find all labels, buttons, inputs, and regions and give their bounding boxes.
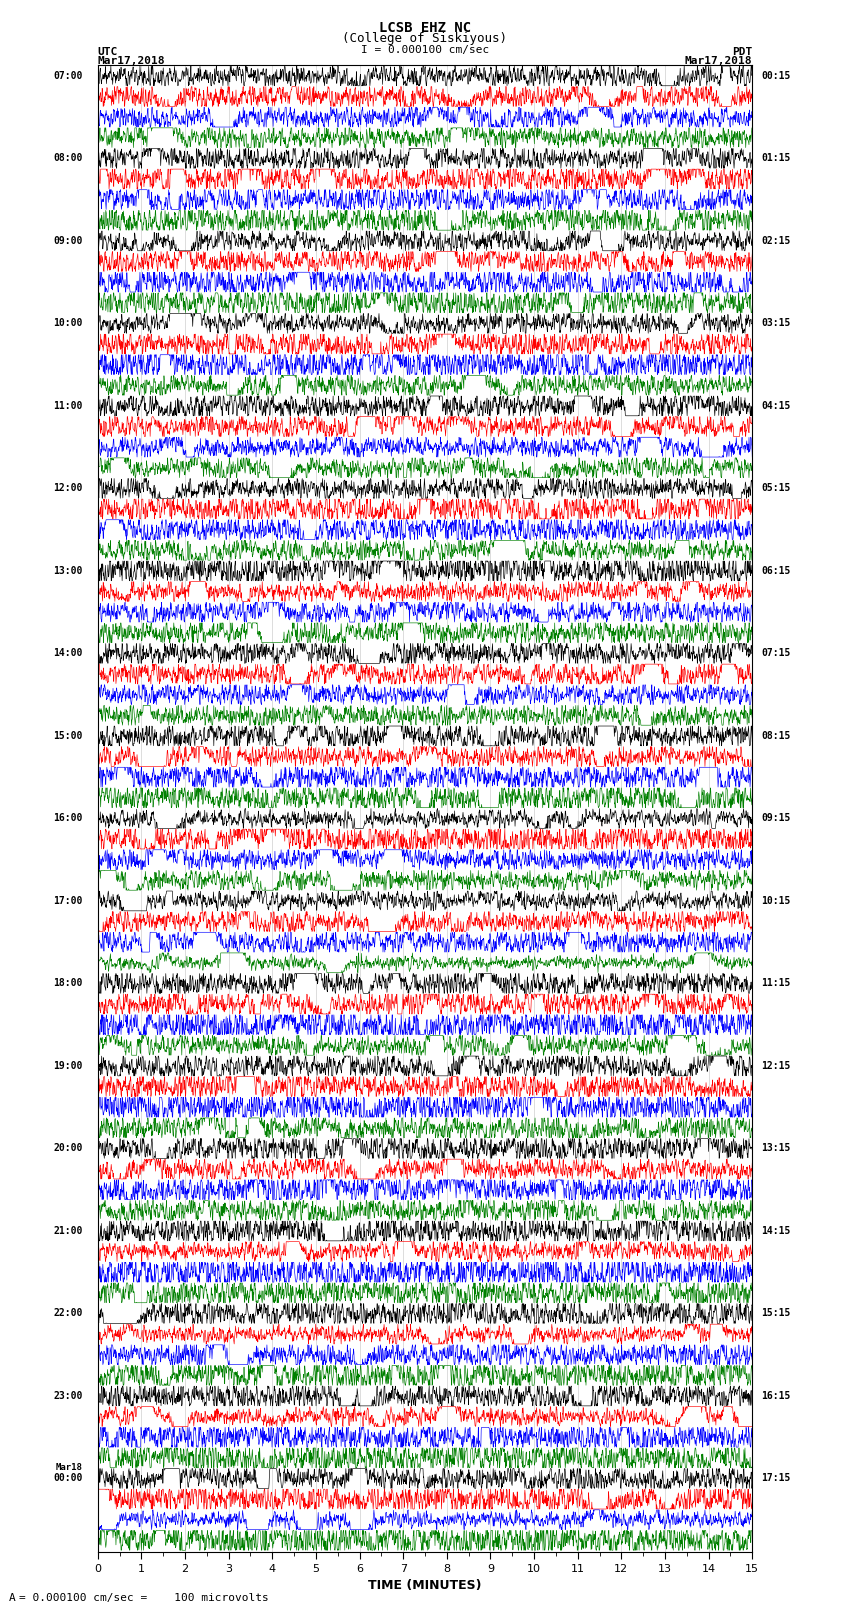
Text: 07:00: 07:00	[53, 71, 82, 81]
Text: 03:15: 03:15	[761, 318, 790, 329]
Text: 11:00: 11:00	[53, 402, 82, 411]
Text: LCSB EHZ NC: LCSB EHZ NC	[379, 21, 471, 35]
Text: 19:00: 19:00	[53, 1061, 82, 1071]
Text: 14:00: 14:00	[53, 648, 82, 658]
Text: 15:15: 15:15	[761, 1308, 790, 1318]
Text: 14:15: 14:15	[761, 1226, 790, 1236]
Text: 10:00: 10:00	[53, 318, 82, 329]
Text: (College of Siskiyous): (College of Siskiyous)	[343, 32, 507, 45]
Text: 11:15: 11:15	[761, 979, 790, 989]
Text: 16:15: 16:15	[761, 1390, 790, 1402]
Text: 23:00: 23:00	[53, 1390, 82, 1402]
Text: = 0.000100 cm/sec =    100 microvolts: = 0.000100 cm/sec = 100 microvolts	[19, 1594, 269, 1603]
Text: 12:15: 12:15	[761, 1061, 790, 1071]
Text: 21:00: 21:00	[53, 1226, 82, 1236]
Text: 15:00: 15:00	[53, 731, 82, 740]
Text: 05:15: 05:15	[761, 484, 790, 494]
Text: 16:00: 16:00	[53, 813, 82, 823]
Text: 17:00: 17:00	[53, 895, 82, 907]
Text: 18:00: 18:00	[53, 979, 82, 989]
Text: 13:00: 13:00	[53, 566, 82, 576]
Text: UTC: UTC	[98, 47, 118, 56]
Text: Mar18: Mar18	[55, 1463, 82, 1471]
Text: 01:15: 01:15	[761, 153, 790, 163]
Text: 12:00: 12:00	[53, 484, 82, 494]
Text: I = 0.000100 cm/sec: I = 0.000100 cm/sec	[361, 45, 489, 55]
Text: 08:00: 08:00	[53, 153, 82, 163]
Text: 09:15: 09:15	[761, 813, 790, 823]
Text: 07:15: 07:15	[761, 648, 790, 658]
Text: 00:00: 00:00	[53, 1474, 82, 1484]
Text: Mar17,2018: Mar17,2018	[98, 56, 165, 66]
Text: 02:15: 02:15	[761, 235, 790, 245]
Text: 20:00: 20:00	[53, 1144, 82, 1153]
Text: 08:15: 08:15	[761, 731, 790, 740]
Text: 13:15: 13:15	[761, 1144, 790, 1153]
Text: PDT: PDT	[732, 47, 752, 56]
Text: 22:00: 22:00	[53, 1308, 82, 1318]
Text: 17:15: 17:15	[761, 1474, 790, 1484]
Text: 10:15: 10:15	[761, 895, 790, 907]
Text: 00:15: 00:15	[761, 71, 790, 81]
Text: 09:00: 09:00	[53, 235, 82, 245]
Text: 06:15: 06:15	[761, 566, 790, 576]
Text: Mar17,2018: Mar17,2018	[685, 56, 752, 66]
X-axis label: TIME (MINUTES): TIME (MINUTES)	[368, 1579, 482, 1592]
Text: A: A	[8, 1594, 15, 1603]
Text: 04:15: 04:15	[761, 402, 790, 411]
